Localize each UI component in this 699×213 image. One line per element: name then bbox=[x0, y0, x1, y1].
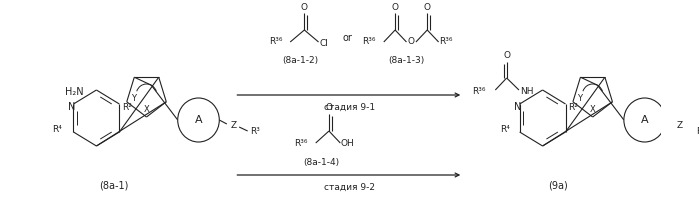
Text: H₂N: H₂N bbox=[64, 87, 83, 97]
Circle shape bbox=[624, 98, 665, 142]
Text: R²: R² bbox=[122, 104, 132, 112]
Text: Y: Y bbox=[577, 94, 582, 103]
Text: OH: OH bbox=[340, 138, 354, 147]
Text: R³: R³ bbox=[250, 128, 260, 137]
Text: O: O bbox=[408, 37, 415, 46]
Text: A: A bbox=[195, 115, 202, 125]
Text: Y: Y bbox=[131, 94, 136, 103]
Text: R²: R² bbox=[568, 104, 578, 112]
Text: NH: NH bbox=[519, 88, 533, 96]
Text: (8a-1-2): (8a-1-2) bbox=[282, 56, 319, 65]
Text: стадия 9-1: стадия 9-1 bbox=[324, 102, 375, 111]
Circle shape bbox=[178, 98, 219, 142]
Text: R³: R³ bbox=[696, 128, 699, 137]
Text: (8a-1-3): (8a-1-3) bbox=[389, 56, 424, 65]
Text: O: O bbox=[503, 52, 510, 60]
Text: N: N bbox=[514, 102, 521, 112]
Text: R⁴: R⁴ bbox=[52, 125, 62, 134]
Text: (8a-1-4): (8a-1-4) bbox=[303, 157, 340, 167]
Text: A: A bbox=[641, 115, 649, 125]
Text: N: N bbox=[68, 102, 75, 112]
Text: стадия 9-2: стадия 9-2 bbox=[324, 183, 375, 191]
Text: (9a): (9a) bbox=[548, 180, 568, 190]
Text: Cl: Cl bbox=[319, 39, 329, 47]
Text: X: X bbox=[143, 105, 150, 114]
Text: O: O bbox=[301, 3, 308, 12]
Text: O: O bbox=[391, 3, 398, 12]
Text: Z: Z bbox=[231, 121, 236, 131]
Text: R³⁶: R³⁶ bbox=[269, 37, 283, 46]
Text: R³⁶: R³⁶ bbox=[440, 37, 453, 46]
Text: O: O bbox=[326, 104, 333, 112]
Text: (8a-1): (8a-1) bbox=[99, 180, 128, 190]
Text: R³⁶: R³⁶ bbox=[294, 138, 308, 147]
Text: Z: Z bbox=[677, 121, 683, 131]
Text: or: or bbox=[343, 33, 353, 43]
Text: O: O bbox=[424, 3, 431, 12]
Text: R⁴: R⁴ bbox=[500, 125, 510, 134]
Text: R³⁶: R³⁶ bbox=[473, 88, 486, 96]
Text: X: X bbox=[590, 105, 596, 114]
Text: R³⁶: R³⁶ bbox=[362, 37, 375, 46]
